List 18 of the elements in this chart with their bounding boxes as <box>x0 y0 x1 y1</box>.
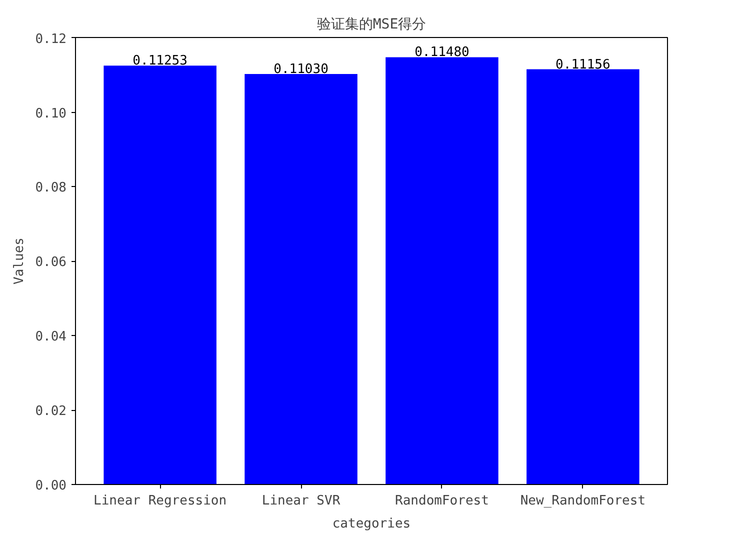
y-axis-title: Values <box>12 238 28 284</box>
data-label: 0.11480 <box>414 45 470 60</box>
x-axis-title: categories <box>332 516 411 532</box>
x-tick-label: New_RandomForest <box>520 494 646 508</box>
chart-title: 验证集的MSE得分 <box>316 16 426 32</box>
x-tick-label: Linear SVR <box>262 494 340 508</box>
y-tick-label: 0.02 <box>35 404 67 420</box>
y-tick-label: 0.12 <box>35 32 67 47</box>
x-tick-label: RandomForest <box>395 494 489 508</box>
y-tick-label: 0.08 <box>35 180 67 196</box>
data-label: 0.11030 <box>274 62 328 77</box>
data-label: 0.11253 <box>132 54 188 69</box>
y-tick-label: 0.00 <box>35 478 67 494</box>
y-tick-label: 0.04 <box>35 330 67 345</box>
y-tick-label: 0.10 <box>35 106 67 122</box>
x-tick-label: Linear Regression <box>94 494 227 508</box>
data-label: 0.11156 <box>556 57 610 72</box>
y-tick-label: 0.06 <box>35 255 67 270</box>
